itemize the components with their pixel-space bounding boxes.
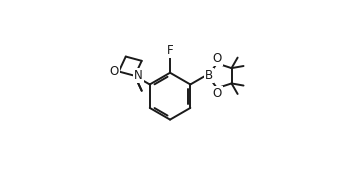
Text: O: O — [110, 65, 119, 78]
Text: N: N — [134, 69, 143, 82]
Text: O: O — [212, 52, 222, 65]
Text: F: F — [167, 44, 173, 57]
Text: O: O — [212, 87, 222, 100]
Text: B: B — [205, 69, 213, 82]
